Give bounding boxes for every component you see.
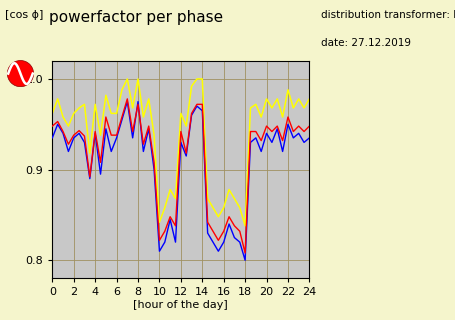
Text: [cos ϕ]: [cos ϕ] [5, 10, 43, 20]
Text: distribution transformer: DT35: distribution transformer: DT35 [321, 10, 455, 20]
Text: powerfactor per phase: powerfactor per phase [50, 10, 223, 25]
Text: date: 27.12.2019: date: 27.12.2019 [321, 38, 411, 48]
Circle shape [7, 60, 34, 87]
X-axis label: [hour of the day]: [hour of the day] [133, 300, 228, 310]
